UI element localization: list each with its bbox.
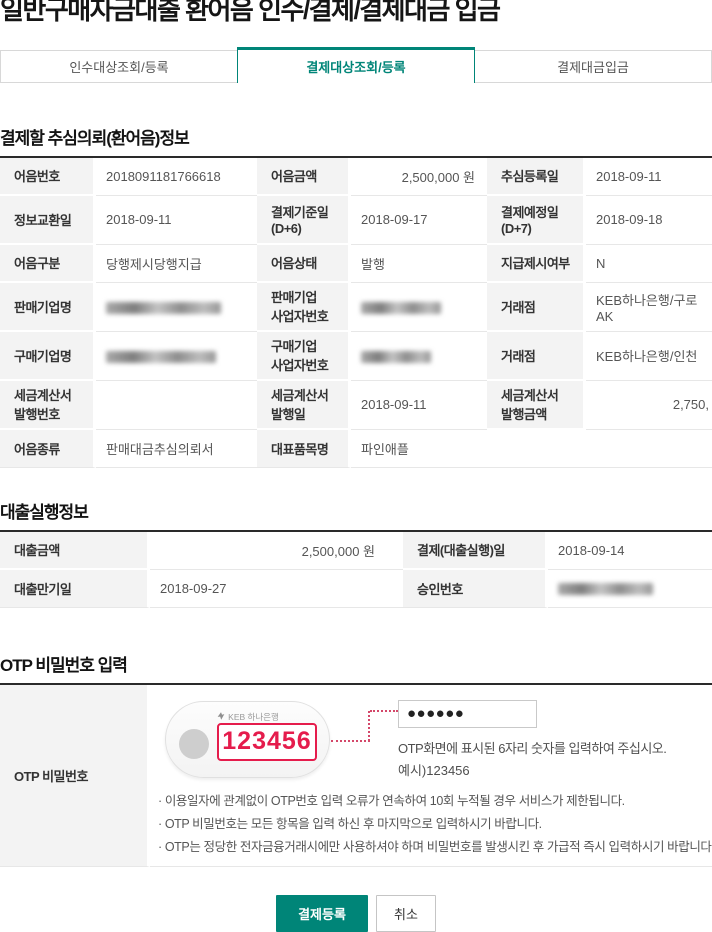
label-loan-execution-date: 결제(대출실행)일 <box>403 531 548 570</box>
label-info-exchange-date: 정보교환일 <box>0 195 96 245</box>
label-loan-amount: 대출금액 <box>0 531 150 570</box>
redacted-value <box>106 350 216 363</box>
table-row: OTP 비밀번호 KEB 하나은행 123456 OTP화면에 표시된 6자리 <box>0 684 712 867</box>
table-row: 어음구분 당행제시당행지급 어음상태 발행 지급제시여부 N <box>0 244 712 283</box>
bill-info-table: 어음번호 2018091181766618 어음금액 2,500,000 원 추… <box>0 155 712 468</box>
table-row: 어음번호 2018091181766618 어음금액 2,500,000 원 추… <box>0 157 712 196</box>
value-loan-execution-date: 2018-09-14 <box>548 532 712 570</box>
table-row: 구매기업명 구매기업 사업자번호 거래점 KEB하나은행/인천 <box>0 331 712 381</box>
otp-table: OTP 비밀번호 KEB 하나은행 123456 OTP화면에 표시된 6자리 <box>0 682 712 867</box>
value-info-exchange-date: 2018-09-11 <box>96 196 257 245</box>
table-row: 대출금액 2,500,000 원 결제(대출실행)일 2018-09-14 <box>0 531 712 570</box>
label-bill-type: 어음구분 <box>0 244 96 283</box>
value-collection-reg-date: 2018-09-11 <box>586 158 712 196</box>
dotted-connector <box>368 710 370 741</box>
label-settlement-base-date: 결제기준일 (D+6) <box>257 195 351 245</box>
label-seller-branch: 거래점 <box>487 282 586 332</box>
otp-device-brand: KEB 하나은행 <box>166 711 329 723</box>
value-buyer-company <box>96 332 257 381</box>
label-approval-number: 승인번호 <box>403 569 548 608</box>
table-row: 대출만기일 2018-09-27 승인번호 <box>0 569 712 608</box>
label-tax-invoice-date: 세금계산서 발행일 <box>257 380 351 430</box>
redacted-value <box>106 301 221 314</box>
button-row: 결제등록 취소 <box>0 894 712 932</box>
tab-bar: 인수대상조회/등록 결제대상조회/등록 결제대금입금 <box>0 46 712 83</box>
value-tax-invoice-date: 2018-09-11 <box>351 381 487 430</box>
otp-cell: KEB 하나은행 123456 OTP화면에 표시된 6자리 숫자를 입력하여 … <box>150 685 712 867</box>
label-seller-business-number: 판매기업 사업자번호 <box>257 282 351 332</box>
cancel-button[interactable]: 취소 <box>376 894 436 932</box>
label-buyer-branch: 거래점 <box>487 331 586 381</box>
otp-notes: · 이용일자에 관계없이 OTP번호 입력 오류가 연속하여 10회 누적될 경… <box>158 790 712 859</box>
value-seller-company <box>96 283 257 332</box>
label-bill-amount: 어음금액 <box>257 157 351 196</box>
section-title-bill-info: 결제할 추심의뢰(환어음)정보 <box>0 128 190 148</box>
value-bill-number: 2018091181766618 <box>96 158 257 196</box>
value-main-item: 파인애플 <box>351 430 712 468</box>
section-title-loan-info: 대출실행정보 <box>0 502 89 522</box>
table-row: 어음종류 판매대금추심의뢰서 대표품목명 파인애플 <box>0 429 712 468</box>
page-title: 일반구매자금대출 환어음 인수/결제/결제대금 입금 <box>0 0 501 25</box>
label-bill-status: 어음상태 <box>257 244 351 283</box>
label-seller-company: 판매기업명 <box>0 282 96 332</box>
value-bill-status: 발행 <box>351 245 487 283</box>
otp-note: · 이용일자에 관계없이 OTP번호 입력 오류가 연속하여 10회 누적될 경… <box>158 793 625 808</box>
label-tax-invoice-amount: 세금계산서 발행금액 <box>487 380 586 430</box>
tab-acceptance-inquiry[interactable]: 인수대상조회/등록 <box>0 49 237 83</box>
otp-note: · OTP 비밀번호는 모든 항목을 입력 하신 후 마지막으로 입력하시기 바… <box>158 816 542 831</box>
value-loan-amount: 2,500,000 원 <box>150 532 403 570</box>
redacted-value <box>361 301 441 314</box>
otp-password-input[interactable] <box>398 699 537 728</box>
label-bill-number: 어음번호 <box>0 157 96 196</box>
redacted-value <box>558 583 653 596</box>
value-bill-type: 당행제시당행지급 <box>96 245 257 283</box>
settlement-register-button[interactable]: 결제등록 <box>276 894 368 932</box>
otp-note: · OTP는 정당한 전자금융거래시에만 사용하셔야 하며 비밀번호를 발생시킨… <box>158 839 712 854</box>
otp-example: 예시)123456 <box>398 762 470 778</box>
table-row: 판매기업명 판매기업 사업자번호 거래점 KEB하나은행/구로AK <box>0 282 712 332</box>
label-main-item: 대표품목명 <box>257 429 351 468</box>
label-loan-maturity-date: 대출만기일 <box>0 569 150 608</box>
section-title-otp: OTP 비밀번호 입력 <box>0 655 128 675</box>
otp-device-display: 123456 <box>217 722 317 761</box>
label-otp-password: OTP 비밀번호 <box>0 684 150 867</box>
value-seller-branch: KEB하나은행/구로AK <box>586 283 712 332</box>
value-seller-business-number <box>351 283 487 332</box>
value-buyer-branch: KEB하나은행/인천 <box>586 332 712 381</box>
value-buyer-business-number <box>351 332 487 381</box>
label-bill-kind: 어음종류 <box>0 429 96 468</box>
otp-content: KEB 하나은행 123456 OTP화면에 표시된 6자리 숫자를 입력하여 … <box>150 685 712 866</box>
otp-instruction: OTP화면에 표시된 6자리 숫자를 입력하여 주십시오. <box>398 740 667 756</box>
otp-device: KEB 하나은행 123456 <box>165 700 330 778</box>
value-loan-maturity-date: 2018-09-27 <box>150 570 403 608</box>
loan-info-table: 대출금액 2,500,000 원 결제(대출실행)일 2018-09-14 대출… <box>0 529 712 608</box>
value-tax-invoice-amount: 2,750, <box>586 381 712 430</box>
redacted-value <box>361 350 431 363</box>
label-tax-invoice-number: 세금계산서 발행번호 <box>0 380 96 430</box>
label-collection-reg-date: 추심등록일 <box>487 157 586 196</box>
table-row: 정보교환일 2018-09-11 결제기준일 (D+6) 2018-09-17 결… <box>0 195 712 245</box>
dotted-connector <box>331 739 370 742</box>
value-settlement-due-date: 2018-09-18 <box>586 196 712 245</box>
keb-hana-logo-icon <box>217 712 225 720</box>
label-payment-presented: 지급제시여부 <box>487 244 586 283</box>
otp-device-button <box>179 728 209 759</box>
value-approval-number <box>548 570 712 608</box>
value-bill-amount: 2,500,000 원 <box>351 158 487 196</box>
value-settlement-base-date: 2018-09-17 <box>351 196 487 245</box>
value-payment-presented: N <box>586 245 712 283</box>
tab-settlement-deposit[interactable]: 결제대금입금 <box>475 49 712 83</box>
table-row: 세금계산서 발행번호 세금계산서 발행일 2018-09-11 세금계산서 발행금액 … <box>0 380 712 430</box>
tab-settlement-inquiry[interactable]: 결제대상조회/등록 <box>237 46 475 83</box>
label-buyer-business-number: 구매기업 사업자번호 <box>257 331 351 381</box>
dotted-connector <box>370 709 398 712</box>
value-tax-invoice-number <box>96 381 257 430</box>
label-settlement-due-date: 결제예정일 (D+7) <box>487 195 586 245</box>
label-buyer-company: 구매기업명 <box>0 331 96 381</box>
value-bill-kind: 판매대금추심의뢰서 <box>96 430 257 468</box>
